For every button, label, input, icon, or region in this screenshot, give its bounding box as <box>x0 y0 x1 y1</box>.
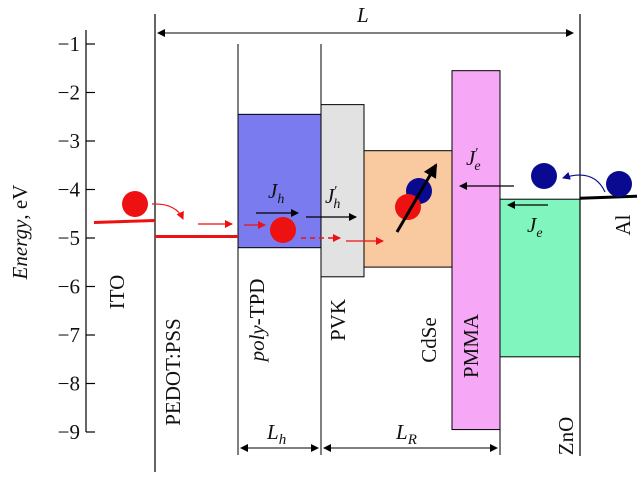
electron-zno <box>531 163 557 189</box>
pvk-label: PVK <box>326 299 350 341</box>
pmma-label: PMMA <box>459 313 483 378</box>
y-tick-label: −1 <box>58 32 80 56</box>
poly-tpd-label: poly-TPD <box>245 279 269 364</box>
y-axis-ticks: −1 −2 −3 −4 −5 −6 −7 −8 −9 <box>58 32 95 444</box>
y-tick-label: −3 <box>58 129 80 153</box>
pedot-label: PEDOT:PSS <box>161 318 185 426</box>
zno-label: ZnO <box>554 417 578 456</box>
y-tick-label: −5 <box>58 226 80 250</box>
y-tick-label: −4 <box>58 178 81 202</box>
L-label: L <box>356 3 369 27</box>
electron-al <box>606 171 632 197</box>
ito-label: ITO <box>105 275 129 310</box>
hole-injection-curve <box>151 203 184 220</box>
hole-ito <box>122 191 148 217</box>
y-axis-label: Energy, eV <box>8 185 32 281</box>
LR-label: LR <box>395 420 417 448</box>
al-work-function-line <box>579 194 637 200</box>
hole-tpd <box>270 217 296 243</box>
Lh-label: Lh <box>266 420 286 448</box>
al-label: Al <box>611 214 635 235</box>
y-tick-label: −2 <box>58 81 80 105</box>
Je-prime-label: J′ e <box>466 146 481 174</box>
zno-layer <box>499 198 581 358</box>
electron-injection-curve <box>562 172 606 193</box>
cdse-label: CdSe <box>417 317 441 363</box>
Jh-prime-label: J′ h <box>325 184 340 212</box>
Jh-label: Jh <box>268 179 284 207</box>
y-tick-label: −6 <box>58 275 80 299</box>
pvk-layer <box>320 104 365 278</box>
y-tick-label: −9 <box>58 420 80 444</box>
y-tick-label: −7 <box>58 323 80 347</box>
ito-work-function-line <box>93 218 156 224</box>
pmma-layer <box>451 70 501 431</box>
y-tick-label: −8 <box>58 372 80 396</box>
Je-label: Je <box>527 213 543 241</box>
emission-arrow <box>395 163 438 233</box>
